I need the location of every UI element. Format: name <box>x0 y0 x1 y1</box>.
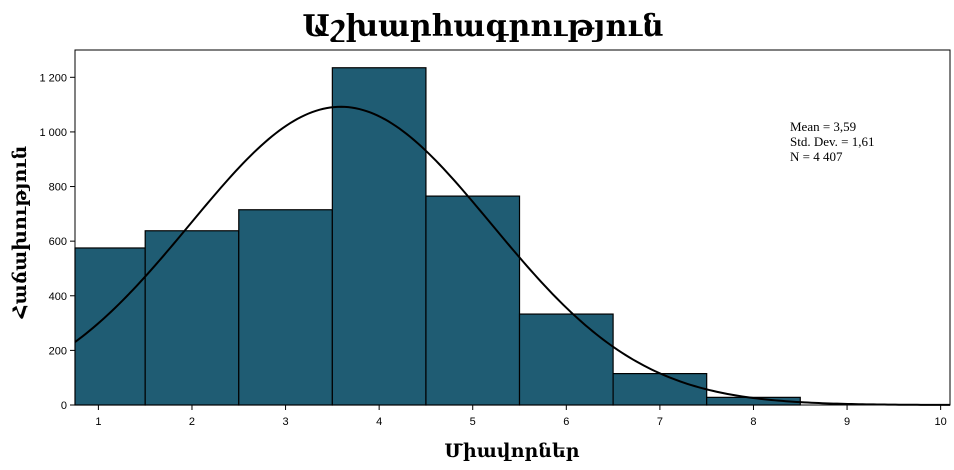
stats-mean: Mean = 3,59 <box>790 119 856 134</box>
histogram-bar-2 <box>144 230 240 406</box>
x-tick-label-6: 7 <box>657 416 663 428</box>
x-tick-label-0: 1 <box>95 416 101 428</box>
x-tick-label-5: 6 <box>563 416 569 428</box>
y-axis: 0 200 400 600 800 1 000 1 200 <box>39 72 75 412</box>
x-tick-label-7: 8 <box>750 416 756 428</box>
x-axis-label: Միավորներ <box>444 440 579 462</box>
x-tick-label-1: 2 <box>189 416 195 428</box>
chart-title: Աշխարհագրություն <box>302 9 663 44</box>
histogram-bar-5 <box>425 195 521 406</box>
y-tick-label-0: 0 <box>61 400 67 412</box>
x-tick-label-9: 10 <box>935 416 947 428</box>
stats-box: Mean = 3,59 Std. Dev. = 1,61 N = 4 407 <box>790 119 875 164</box>
x-tick-label-3: 4 <box>376 416 382 428</box>
y-tick-label-4: 800 <box>49 182 67 194</box>
x-axis: 1 2 3 4 5 6 7 8 9 10 <box>95 405 947 428</box>
y-axis-label: Հաճախություն <box>9 146 31 320</box>
stats-n: N = 4 407 <box>790 149 843 164</box>
y-tick-label-5: 1 000 <box>39 127 67 139</box>
y-tick-label-1: 200 <box>49 345 67 357</box>
histogram-bar-4 <box>331 67 427 406</box>
histogram-bar-6 <box>518 313 614 406</box>
x-tick-label-4: 5 <box>470 416 476 428</box>
stats-std-dev: Std. Dev. = 1,61 <box>790 134 875 149</box>
normal-curve <box>74 105 951 406</box>
y-tick-label-6: 1 200 <box>39 72 67 84</box>
bars-group <box>74 67 801 406</box>
x-tick-label-8: 9 <box>844 416 850 428</box>
y-tick-label-3: 600 <box>49 236 67 248</box>
histogram-bar-1 <box>74 247 146 406</box>
y-tick-label-2: 400 <box>49 291 67 303</box>
histogram-bar-7 <box>612 372 708 406</box>
x-tick-label-2: 3 <box>282 416 288 428</box>
histogram-bar-3 <box>238 209 333 406</box>
